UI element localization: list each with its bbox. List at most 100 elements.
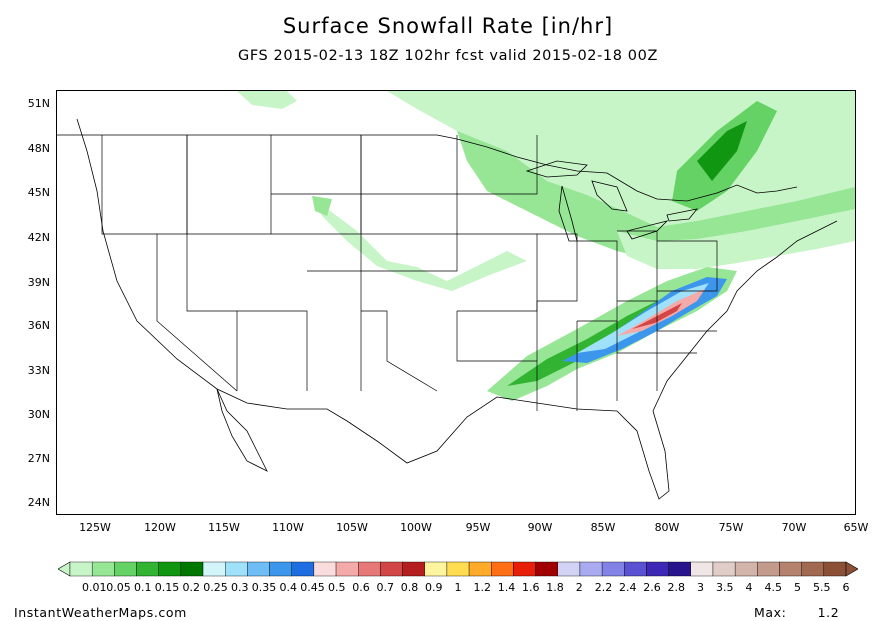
lat-label: 48N	[27, 142, 50, 155]
colorbar-cell	[69, 561, 93, 577]
northeast-snow	[617, 209, 855, 269]
colorbar-tick-label: 1	[454, 581, 462, 594]
colorbar-tick-label: 0.01	[82, 581, 107, 594]
colorbar-tick-label: 5.5	[813, 581, 831, 594]
colorbar-tick-label: 0.2	[182, 581, 201, 594]
map-title: Surface Snowfall Rate [in/hr]	[282, 14, 614, 38]
colorbar-tick-label: 0.15	[154, 581, 180, 594]
mountain-snow	[312, 196, 332, 216]
colorbar-cell	[579, 561, 603, 577]
colorbar-cell	[557, 561, 581, 577]
colorbar-cell	[291, 561, 315, 577]
lat-label: 42N	[27, 231, 50, 244]
colorbar-cell	[380, 561, 403, 577]
lat-label: 30N	[27, 408, 50, 421]
max-readout: Max: 1.2	[754, 605, 839, 620]
colorbar-tick-label: 4	[745, 581, 753, 594]
colorbar-cell	[358, 561, 381, 577]
colorbar-arrow-left	[58, 561, 71, 577]
colorbar-tick-label: 6	[842, 581, 850, 594]
max-label: Max:	[754, 605, 787, 620]
colorbar-tick-label: 1.6	[522, 581, 540, 594]
colorbar-cell	[779, 561, 802, 577]
colorbar	[58, 561, 858, 577]
colorbar-tick-label: 0.7	[376, 581, 395, 594]
colorbar-cell	[269, 561, 292, 577]
colorbar-tick-label: 0.45	[300, 581, 325, 594]
colorbar-tick-label: 2.8	[667, 581, 686, 594]
colorbar-cell	[402, 561, 425, 577]
lon-label: 65W	[843, 521, 869, 534]
lon-label: 90W	[527, 521, 553, 534]
map-subtitle: GFS 2015-02-13 18Z 102hr fcst valid 2015…	[238, 48, 658, 64]
colorbar-tick-label: 1.8	[546, 581, 564, 594]
colorbar-cell	[624, 561, 647, 577]
colorbar-cell	[513, 561, 536, 577]
colorbar-cell	[668, 561, 692, 577]
lon-label: 75W	[718, 521, 744, 534]
lon-label: 80W	[654, 521, 680, 534]
colorbar-tick-label: 4.5	[764, 581, 783, 594]
colorbar-cell	[801, 561, 825, 577]
baja-coastline	[216, 388, 268, 472]
lat-label: 51N	[27, 97, 50, 110]
colorbar-cell	[91, 561, 115, 577]
colorbar-tick-label: 0.4	[279, 581, 298, 594]
lon-label: 120W	[144, 521, 176, 534]
plains-snow	[317, 201, 527, 291]
colorbar-tick-label: 0.05	[106, 581, 131, 594]
lon-label: 115W	[208, 521, 240, 534]
max-value: 1.2	[817, 605, 840, 620]
colorbar-tick-label: 2.2	[594, 581, 613, 594]
lat-label: 27N	[27, 452, 50, 465]
colorbar-cell	[247, 561, 270, 577]
colorbar-cell	[335, 561, 359, 577]
colorbar-cells	[58, 561, 858, 577]
us-canada-border	[57, 134, 798, 202]
colorbar-cell	[114, 561, 137, 577]
northwest-snow-patch	[237, 91, 297, 109]
map-panel	[56, 90, 856, 515]
quebec-core-snow	[697, 121, 747, 181]
colorbar-tick-label: 2.4	[619, 581, 637, 594]
lon-label: 110W	[272, 521, 304, 534]
colorbar-cell	[601, 561, 625, 577]
colorbar-arrow-right	[845, 561, 858, 577]
lon-label: 70W	[781, 521, 807, 534]
lat-label: 45N	[27, 186, 50, 199]
lon-label: 85W	[590, 521, 616, 534]
storm-band-lightblue	[577, 283, 709, 353]
colorbar-cell	[646, 561, 669, 577]
lat-label: 36N	[27, 319, 50, 332]
lat-label: 24N	[27, 496, 50, 509]
colorbar-tick-label: 3	[697, 581, 704, 594]
colorbar-cell	[180, 561, 204, 577]
colorbar-tick-label: 1.2	[473, 581, 492, 594]
colorbar-cell	[757, 561, 780, 577]
colorbar-tick-label: 0.1	[134, 581, 152, 594]
colorbar-cell	[136, 561, 159, 577]
us-coastline	[76, 118, 838, 500]
colorbar-tick-label: 0.8	[400, 581, 419, 594]
colorbar-tick-label: 0.5	[328, 581, 346, 594]
state-boundaries	[101, 135, 718, 411]
great-lakes-snow	[457, 131, 855, 261]
site-credit: InstantWeatherMaps.com	[14, 605, 187, 620]
lon-label: 105W	[336, 521, 368, 534]
colorbar-cell	[158, 561, 182, 577]
lat-label: 33N	[27, 364, 50, 377]
colorbar-tick-label: 0.25	[203, 581, 228, 594]
colorbar-cell	[202, 561, 226, 577]
colorbar-cell	[690, 561, 714, 577]
colorbar-cell	[313, 561, 337, 577]
storm-band-pink	[617, 289, 705, 336]
colorbar-tick-label: 5	[794, 581, 801, 594]
colorbar-cell	[823, 561, 847, 577]
lon-label: 95W	[465, 521, 491, 534]
lon-label: 100W	[400, 521, 432, 534]
great-lakes	[525, 160, 698, 242]
colorbar-tick-label: 1.4	[497, 581, 516, 594]
snowfall-map	[57, 91, 855, 500]
colorbar-cell	[224, 561, 248, 577]
lat-label: 39N	[27, 276, 50, 289]
